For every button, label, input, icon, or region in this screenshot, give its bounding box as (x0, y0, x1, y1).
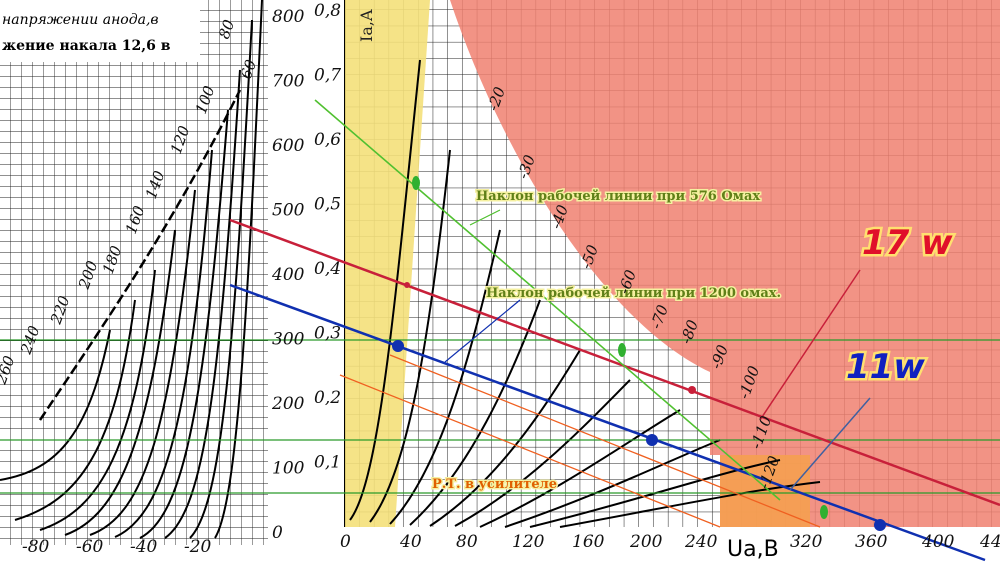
power-label: 17 w (862, 223, 953, 263)
x-tick-label: 360 (855, 532, 888, 552)
aux-lines (0, 339, 1000, 528)
x-tick-label: 440 (979, 532, 1000, 552)
y-tick-label: 0 (272, 523, 283, 543)
y-tick-label: 800 (272, 7, 305, 27)
power-label: 11w (846, 347, 925, 387)
y-tick-label: 0,7 (314, 66, 341, 86)
y-tick-label: 600 (272, 136, 305, 156)
y-tick-label: 500 (272, 201, 305, 221)
points (392, 176, 886, 531)
x-tick-label: -20 (184, 537, 212, 557)
y-axis-label: Ia,A (357, 9, 376, 42)
x-tick-label: 0 (340, 532, 351, 552)
y-tick-label: 0,6 (314, 130, 341, 150)
x-tick-label: 160 (572, 532, 605, 552)
header-bg (0, 0, 200, 62)
x-tick-label: -80 (22, 537, 50, 557)
left-grid (0, 0, 268, 545)
y-tick-label: 700 (272, 72, 305, 92)
y-tick-label: 200 (271, 394, 305, 414)
x-tick-label: 240 (684, 532, 718, 552)
x-tick-label: 80 (456, 532, 478, 552)
header-line: напряжении анода,в (2, 12, 159, 28)
curve-label: 60 (237, 57, 261, 82)
x-tick-label: 40 (399, 532, 422, 552)
y-tick-label: 0,2 (314, 388, 341, 408)
annotation: Наклон рабочей линии при 1200 омах. (486, 286, 781, 301)
yellow-region (345, 0, 430, 527)
y-tick-label: 400 (271, 265, 305, 285)
curve-label: 80 (215, 17, 239, 42)
red-region (450, 0, 1000, 527)
x-tick-label: -60 (76, 537, 104, 557)
load-lines (229, 99, 1000, 562)
y-tick-label: 0,4 (314, 259, 341, 279)
y-tick-label: 300 (272, 330, 305, 350)
y-tick-label: 0,1 (314, 453, 341, 473)
x-tick-label: 200 (629, 532, 663, 552)
x-tick-label: 120 (512, 532, 545, 552)
labels: напряжении анода,в жение накала 12,6 в I… (2, 9, 956, 562)
y-tick-label: 0,5 (314, 195, 341, 215)
y-tick-label: 0,3 (314, 324, 341, 344)
x-tick-label: -40 (130, 537, 158, 557)
x-tick-label: 320 (790, 532, 823, 552)
x-axis-label: Ua,B (727, 537, 779, 562)
annotation: Р.Т. в усилителе (432, 477, 557, 492)
y-tick-label: 100 (272, 459, 305, 479)
header-line: жение накала 12,6 в (2, 38, 171, 54)
left-curves (0, 0, 263, 539)
annotation: Наклон рабочей линии при 576 Омах (476, 189, 760, 204)
x-tick-label: 400 (921, 532, 955, 552)
axis-gap (268, 0, 345, 545)
y-tick-label: 0,8 (314, 1, 341, 21)
